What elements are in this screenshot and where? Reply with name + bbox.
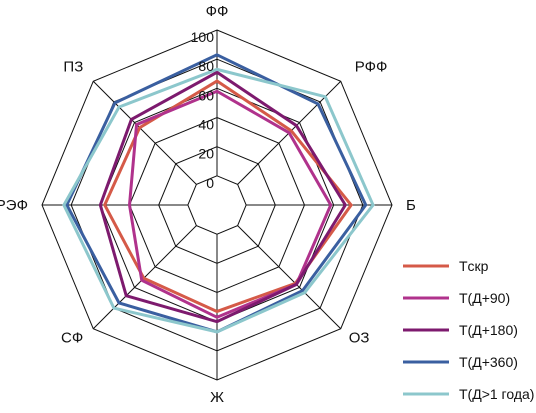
series-layer	[62, 53, 375, 334]
axis-label-1: РФФ	[355, 58, 388, 75]
legend: Tскр T(Д+90) T(Д+180) T(Д+360) T(Д>1 года)	[403, 258, 534, 402]
tick-label-20: 20	[198, 146, 214, 162]
grid-spoke-3	[237, 225, 342, 330]
axis-label-3: ОЗ	[349, 330, 370, 347]
axis-label-4: Ж	[210, 389, 224, 406]
axis-label-2: Б	[406, 197, 416, 214]
axis-label-6: РЭФ	[0, 197, 28, 214]
axis-labels: ФФ РФФ Б ОЗ Ж СФ РЭФ ПЗ	[0, 3, 416, 406]
legend-label-0: Tскр	[459, 258, 489, 274]
legend-label-1: T(Д+90)	[459, 290, 510, 306]
series-line-2	[98, 70, 348, 324]
axis-label-5: СФ	[61, 330, 83, 347]
series-line-4	[62, 67, 375, 334]
tick-label-40: 40	[198, 117, 214, 133]
series-line-0	[103, 79, 354, 314]
axis-label-0: ФФ	[206, 3, 229, 20]
legend-label-3: T(Д+360)	[459, 354, 518, 370]
legend-label-4: T(Д>1 года)	[459, 386, 534, 402]
legend-label-2: T(Д+180)	[459, 322, 518, 338]
grid-ring-0	[187, 175, 247, 235]
tick-label-0: 0	[206, 175, 214, 191]
tick-labels: 0 20 40 60 80 100	[191, 29, 215, 191]
tick-label-60: 60	[198, 87, 214, 103]
tick-label-80: 80	[198, 58, 214, 74]
tick-label-100: 100	[191, 29, 215, 45]
grid-spoke-7	[92, 80, 197, 185]
axis-label-7: ПЗ	[63, 58, 83, 75]
grid-layer	[41, 29, 393, 381]
series-line-1	[127, 89, 333, 319]
